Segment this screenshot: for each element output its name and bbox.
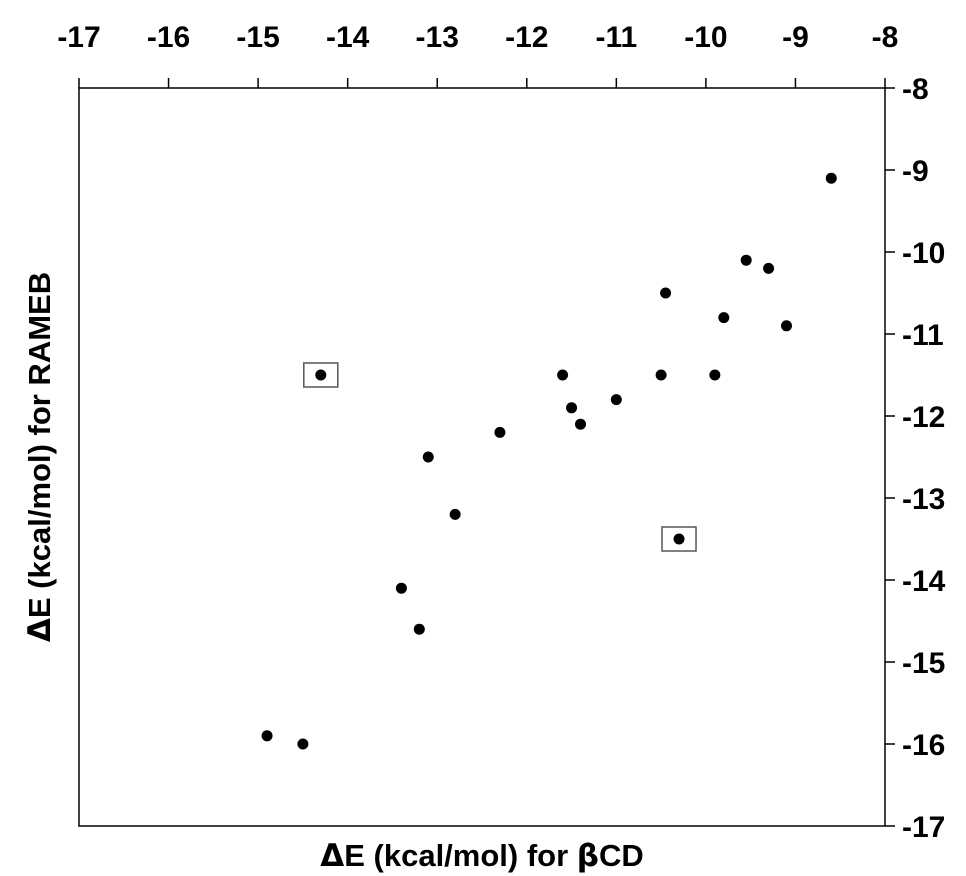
- y-tick-label: -12: [902, 401, 945, 434]
- y-tick-label: -9: [902, 155, 929, 188]
- y-axis-title-delta: Δ: [22, 618, 58, 642]
- x-axis-title-text2: CD: [599, 838, 644, 873]
- y-tick-label: -15: [902, 647, 945, 680]
- y-tick-label: -17: [902, 811, 945, 844]
- x-tick-label: -17: [57, 21, 100, 54]
- x-axis-title-delta: Δ: [320, 838, 344, 874]
- data-point: [763, 262, 775, 274]
- x-tick-label: -15: [236, 21, 279, 54]
- data-point: [395, 582, 407, 594]
- data-point: [709, 369, 721, 381]
- data-point: [718, 312, 730, 324]
- plot-frame: [78, 87, 886, 827]
- x-axis-title-text: E (kcal/mol) for: [344, 838, 577, 873]
- x-axis-title: ΔE (kcal/mol) for βCD: [320, 838, 644, 874]
- x-tick-label: -9: [782, 21, 809, 54]
- highlight-box: [303, 362, 339, 388]
- x-axis-title-beta: β: [577, 838, 599, 874]
- data-point: [780, 320, 792, 332]
- data-point: [557, 369, 569, 381]
- data-points: [261, 172, 837, 750]
- x-tick-label: -11: [595, 21, 637, 54]
- data-point: [673, 533, 685, 545]
- x-tick-label: -16: [147, 21, 190, 54]
- y-axis-title: ΔE (kcal/mol) for RAMEB: [22, 272, 58, 642]
- data-point: [575, 418, 587, 430]
- x-axis-ticks: -17 -16 -15 -14 -13 -12 -11 -10 -9 -8: [57, 21, 898, 88]
- data-point: [566, 402, 578, 414]
- data-point: [655, 369, 667, 381]
- data-point: [449, 508, 461, 520]
- x-tick-label: -14: [326, 21, 370, 54]
- highlight-box: [661, 526, 697, 552]
- y-tick-label: -14: [902, 565, 946, 598]
- data-point: [825, 172, 837, 184]
- y-tick-label: -13: [902, 483, 945, 516]
- x-tick-label: -12: [505, 21, 548, 54]
- x-tick-label: -8: [872, 21, 899, 54]
- y-tick-label: -10: [902, 237, 945, 270]
- data-point: [413, 623, 425, 635]
- data-point: [660, 287, 672, 299]
- data-point: [740, 254, 752, 266]
- data-point: [422, 451, 434, 463]
- data-point: [261, 730, 273, 742]
- y-tick-label: -8: [902, 73, 929, 106]
- y-tick-label: -11: [902, 319, 944, 352]
- x-tick-label: -10: [684, 21, 727, 54]
- data-point: [297, 738, 309, 750]
- y-axis-ticks: -8 -9 -10 -11 -12 -13 -14 -15 -16 -17: [885, 73, 946, 844]
- data-point: [494, 426, 506, 438]
- x-tick-label: -13: [416, 21, 459, 54]
- data-point: [315, 369, 327, 381]
- data-point: [610, 394, 622, 406]
- y-tick-label: -16: [902, 729, 945, 762]
- y-axis-title-text: E (kcal/mol) for RAMEB: [22, 272, 57, 618]
